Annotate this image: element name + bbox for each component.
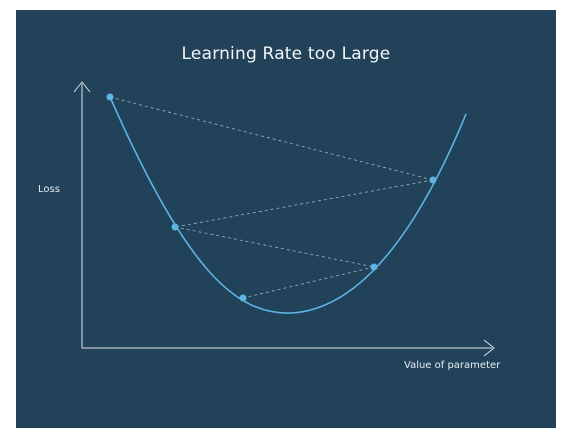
x-axis-label: Value of parameter: [404, 360, 501, 371]
loss-curve: [109, 96, 467, 314]
step-point: [370, 263, 378, 271]
diagram-title: Learning Rate too Large: [181, 44, 391, 64]
step-point: [239, 294, 247, 302]
plot-area: [73, 81, 495, 357]
step-point: [429, 176, 437, 184]
step-point: [106, 93, 114, 101]
y-axis-label: Loss: [38, 184, 60, 195]
diagram-panel: Learning Rate too Large Loss Value of pa…: [16, 10, 556, 428]
jump-line: [174, 226, 375, 268]
jump-line: [242, 266, 375, 299]
x-axis-arrow: [483, 339, 495, 357]
step-point: [171, 223, 179, 231]
jump-line: [174, 179, 434, 228]
y-axis-arrow: [73, 81, 91, 93]
jump-line: [109, 96, 434, 181]
